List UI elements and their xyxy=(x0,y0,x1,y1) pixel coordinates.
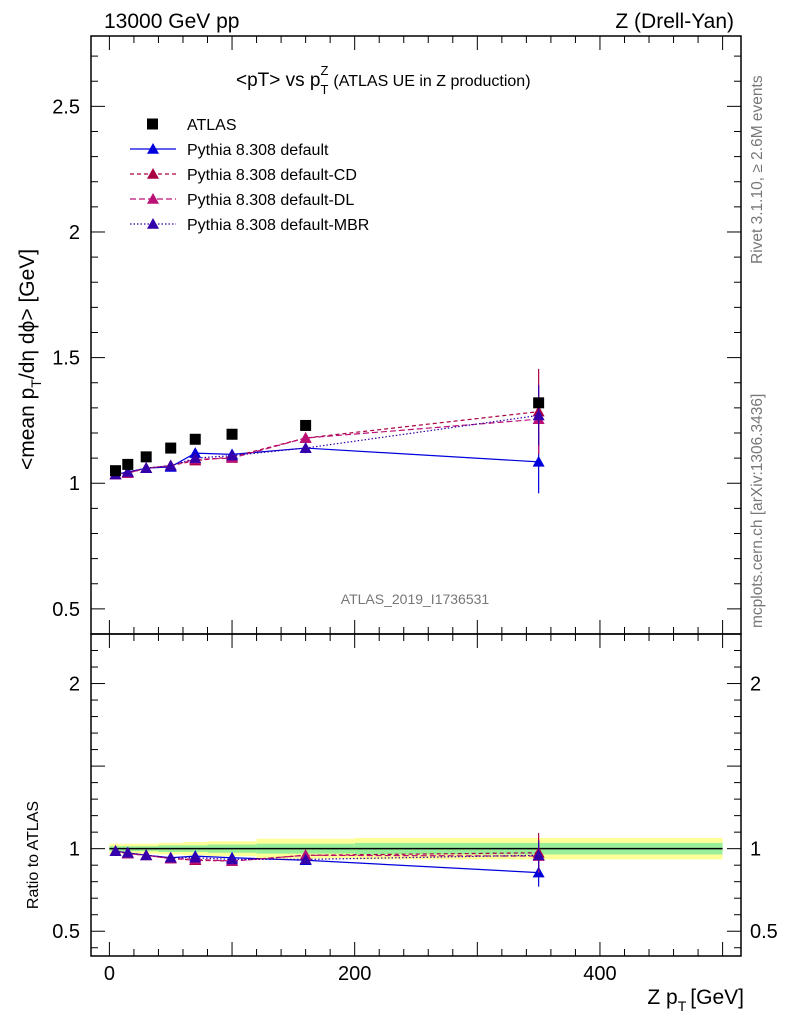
series-marker xyxy=(140,849,153,861)
ratio-y-tick-label: 1 xyxy=(69,839,80,861)
series-marker xyxy=(164,459,177,471)
mcplots-label: mcplots.cern.ch [arXiv:1306.3436] xyxy=(749,394,766,628)
y-tick-label: 2 xyxy=(69,222,80,244)
ratio-line xyxy=(115,850,539,862)
header-left: 13000 GeV pp xyxy=(104,10,239,33)
ratio-y-tick-label: 2 xyxy=(69,674,80,696)
series-marker xyxy=(147,218,159,229)
y-tick-label: 1.5 xyxy=(52,348,80,370)
y-axis-label: <mean pT/dη dϕ> [GeV] xyxy=(16,249,44,470)
chart-title: <pT> vs pZ T (ATLAS UE in Z production) xyxy=(236,63,531,97)
series-marker xyxy=(147,168,159,179)
series-marker xyxy=(147,143,159,154)
series-marker xyxy=(532,455,545,467)
watermark: ATLAS_2019_I1736531 xyxy=(341,591,490,607)
series-main-pythia-8.308-default-mbr xyxy=(109,385,545,480)
series-ratio-pythia-8.308-default-mbr xyxy=(109,840,545,871)
series-marker xyxy=(189,851,202,863)
series-marker xyxy=(532,409,545,421)
ratio-y-axis-label: Ratio to ATLAS xyxy=(25,801,42,909)
series-marker xyxy=(140,462,153,473)
legend: ATLAS Pythia 8.308 default Pythia 8.308 de… xyxy=(130,117,369,234)
series-marker xyxy=(299,853,312,865)
series-marker xyxy=(147,193,159,204)
ratio-y-tick-label: 0.5 xyxy=(52,921,80,943)
y-tick-label: 1 xyxy=(69,473,80,495)
legend-marker-atlas xyxy=(147,118,158,130)
ratio-panel: 0.5 0.5 1 1 2 2 xyxy=(52,633,778,957)
legend-label: Pythia 8.308 default-DL xyxy=(187,192,354,209)
series-line xyxy=(115,447,539,476)
series-line xyxy=(115,418,539,476)
series-marker xyxy=(532,849,545,861)
series-marker xyxy=(299,432,312,443)
main-panel: 0 200 400 0.5 1 1.5 2 2.5 xyxy=(52,35,742,985)
data-point xyxy=(300,419,312,431)
y-tick-label: 0.5 xyxy=(52,599,80,621)
series-marker xyxy=(109,845,122,856)
rivet-label: Rivet 3.1.10, ≥ 2.6M events xyxy=(749,75,766,264)
atlas-data-points xyxy=(110,397,545,477)
ratio-y-tick-label-right: 1 xyxy=(750,839,761,861)
series-marker xyxy=(226,449,239,461)
y-tick-label: 2.5 xyxy=(52,96,80,118)
x-tick-label: 400 xyxy=(583,963,616,985)
legend-label: Pythia 8.308 default xyxy=(187,142,329,159)
series-marker xyxy=(164,851,177,863)
data-point xyxy=(122,458,134,470)
header-right: Z (Drell-Yan) xyxy=(615,10,734,33)
data-point xyxy=(110,465,122,477)
ratio-y-tick-label-right: 0.5 xyxy=(750,921,778,943)
x-tick-label: 200 xyxy=(338,963,371,985)
data-point xyxy=(140,451,152,463)
legend-label: ATLAS xyxy=(187,117,237,134)
data-point xyxy=(189,433,201,445)
series-marker xyxy=(121,846,134,858)
series-marker xyxy=(299,442,312,453)
legend-label: Pythia 8.308 default-MBR xyxy=(187,217,369,234)
ratio-frame xyxy=(90,633,742,957)
x-axis-label: Z pT [GeV] xyxy=(647,986,744,1014)
series-line xyxy=(115,411,539,476)
data-point xyxy=(165,442,177,454)
series-marker xyxy=(121,465,134,477)
series-main-pythia-8.308-default xyxy=(109,430,545,494)
series-marker xyxy=(226,853,239,865)
data-point xyxy=(533,397,545,409)
ratio-y-tick-label-right: 2 xyxy=(750,674,761,696)
legend-label: Pythia 8.308 default-CD xyxy=(187,167,357,184)
data-point xyxy=(226,428,238,440)
series-marker xyxy=(189,452,202,463)
x-tick-label: 0 xyxy=(104,963,115,985)
